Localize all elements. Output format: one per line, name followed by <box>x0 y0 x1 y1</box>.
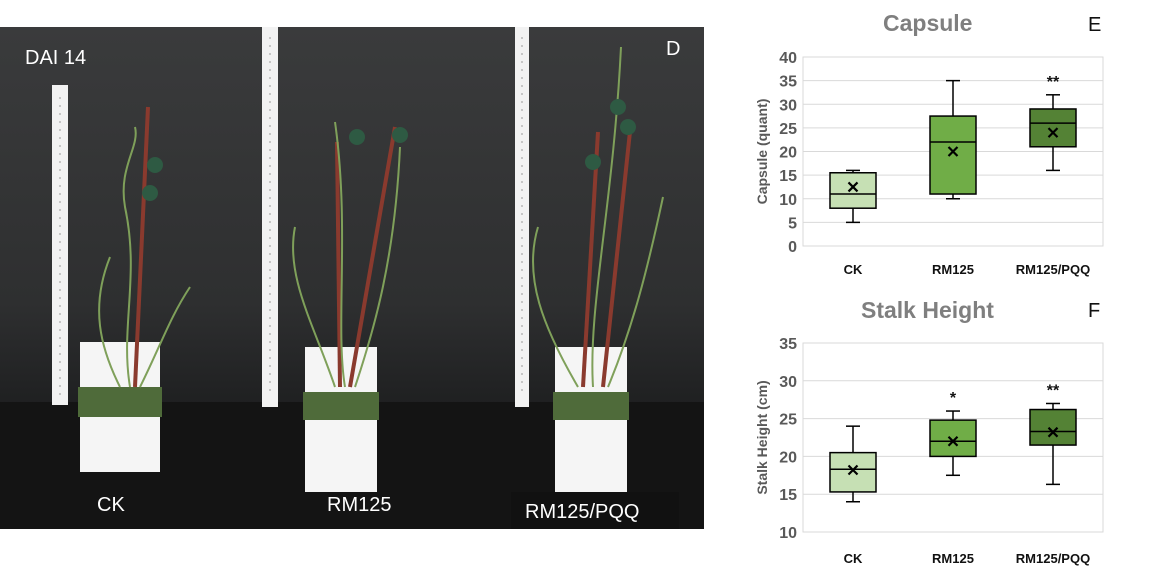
y-tick-label: 10 <box>779 192 797 209</box>
mean-marker <box>947 436 959 447</box>
y-tick-label: 0 <box>788 239 797 256</box>
y-axis-label: Stalk Height (cm) <box>754 380 770 494</box>
x-tick-label: RM125 <box>932 551 974 566</box>
significance-marker: ** <box>1047 74 1060 91</box>
significance-marker: * <box>950 390 957 407</box>
y-axis-label: Capsule (quant) <box>754 99 770 205</box>
photo-rm125: RM125 <box>225 27 463 529</box>
photo-ck: DAI 14 CK <box>0 27 225 529</box>
chart-title-stalk-height: Stalk Height <box>861 297 994 323</box>
x-tick-label: CK <box>844 551 863 566</box>
iqr-box <box>1029 108 1077 148</box>
iqr-box <box>829 172 877 209</box>
plant-illustration <box>463 27 704 529</box>
iqr-box <box>1029 408 1077 446</box>
y-tick-label: 20 <box>779 145 797 162</box>
plant-illustration <box>225 27 463 529</box>
mean-marker <box>1047 426 1059 438</box>
y-tick-label: 10 <box>779 525 797 542</box>
x-tick-label: CK <box>844 262 863 277</box>
plant-illustration <box>0 85 225 529</box>
y-tick-label: 30 <box>779 374 797 391</box>
panel-letter-d: D <box>666 38 681 60</box>
y-tick-label: 30 <box>779 97 797 114</box>
iqr-box <box>929 419 977 458</box>
mean-marker <box>947 146 959 157</box>
y-tick-label: 25 <box>779 412 797 429</box>
panel-letter-f: F <box>1088 300 1101 322</box>
chart-title-capsule: Capsule <box>883 10 973 36</box>
iqr-box <box>929 115 977 195</box>
y-tick-label: 5 <box>788 215 797 232</box>
iqr-box <box>829 451 877 493</box>
x-tick-label: RM125/PQQ <box>1016 262 1090 277</box>
y-tick-label: 35 <box>779 336 797 353</box>
y-tick-label: 40 <box>779 50 797 67</box>
treatment-label-ck: CK <box>97 494 125 516</box>
treatment-label-box <box>511 492 679 529</box>
mean-marker <box>1047 127 1059 138</box>
y-tick-label: 25 <box>779 121 797 138</box>
panel-letter-e: E <box>1088 14 1102 36</box>
y-tick-label: 20 <box>779 449 797 466</box>
timepoint-label: DAI 14 <box>25 47 87 69</box>
mean-marker <box>847 181 859 193</box>
x-tick-label: RM125/PQQ <box>1016 551 1090 566</box>
y-tick-label: 35 <box>779 74 797 91</box>
stalk-height-box-chart: 10 15 20 25 30 35 Stalk Height (cm) CK * RM125 ** R… <box>754 336 1104 566</box>
treatment-label-rm125-pqq: RM125/PQQ <box>525 501 640 523</box>
photo-rm125-pqq: RM125/PQQ D <box>463 27 704 529</box>
significance-marker: ** <box>1047 382 1060 399</box>
mean-marker <box>847 464 859 476</box>
y-tick-label: 15 <box>779 168 797 185</box>
treatment-label-rm125: RM125 <box>327 494 392 516</box>
x-tick-label: RM125 <box>932 262 974 277</box>
capsule-box-chart: 0 5 10 15 20 25 30 35 40 Capsule (quant) CK RM125 **… <box>754 50 1104 277</box>
y-tick-label: 15 <box>779 487 797 504</box>
